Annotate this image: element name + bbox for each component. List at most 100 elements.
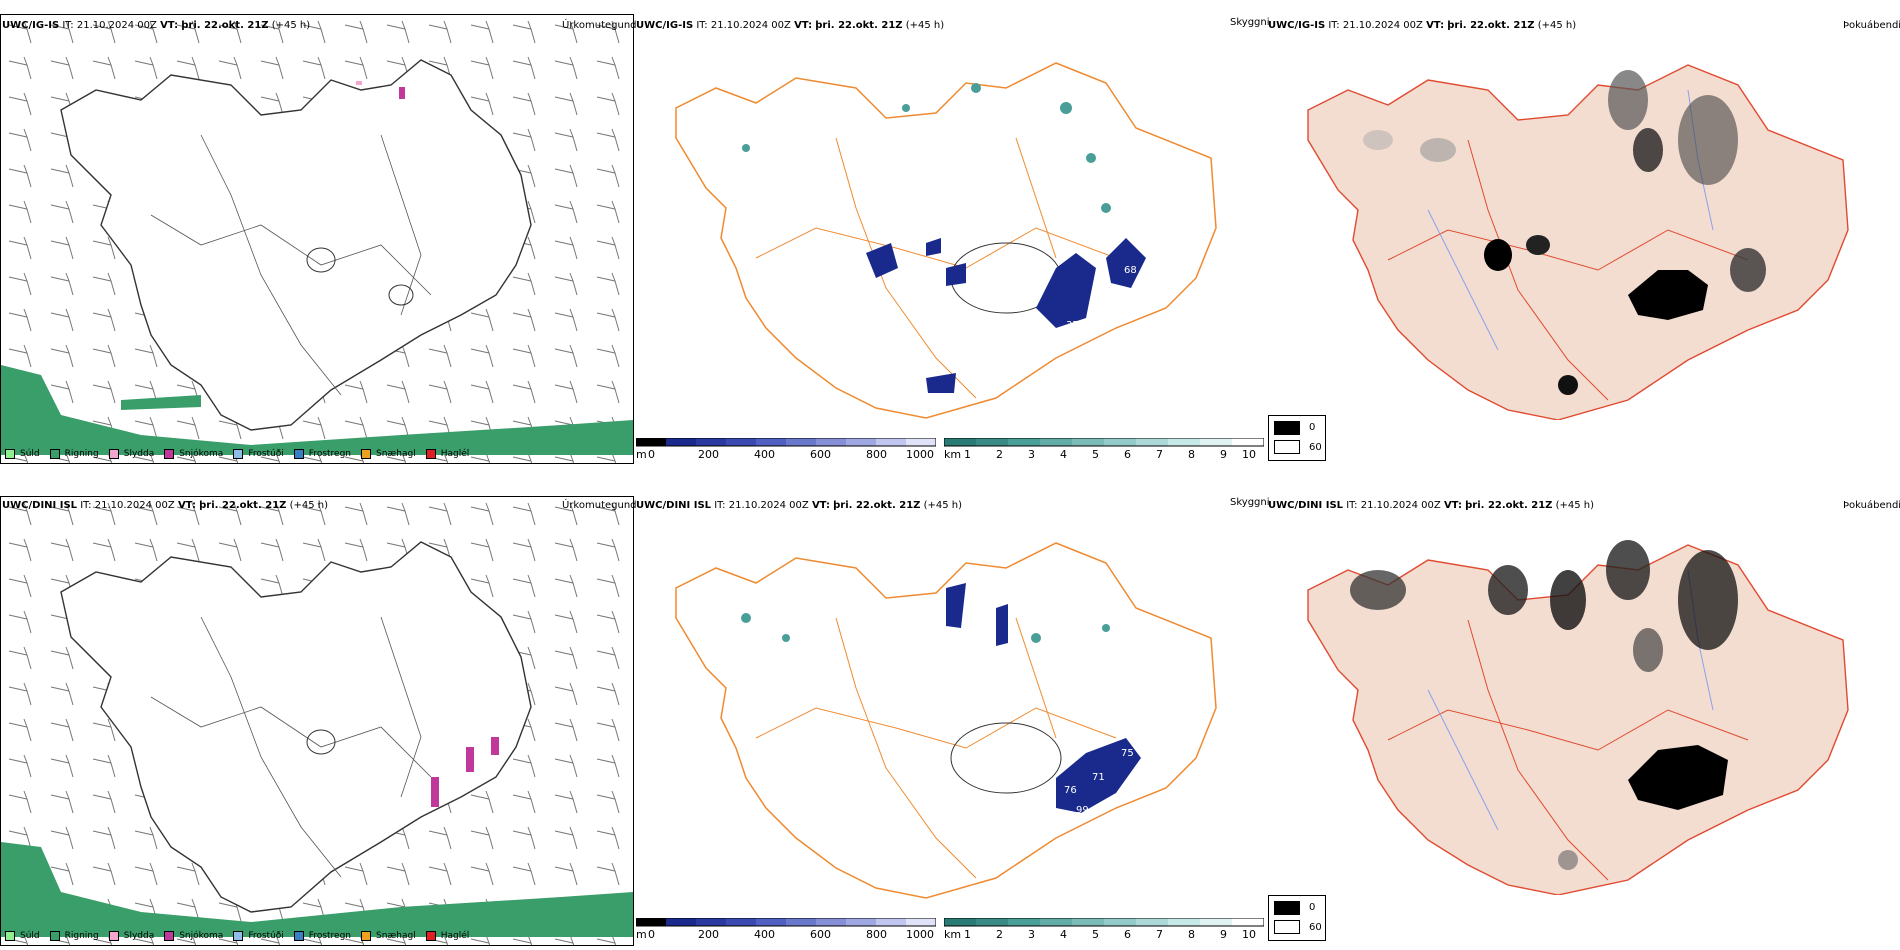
scale-unit: km bbox=[944, 928, 962, 941]
iceland-outline bbox=[60, 541, 532, 913]
precip-type-panel-bottom: Súld Rigning Slydda Snjókoma Frostúði Fr… bbox=[0, 496, 634, 946]
fog-map-top bbox=[1307, 64, 1849, 420]
legend-item: Haglél bbox=[425, 931, 470, 941]
panel-header: UWC/DINI ISL IT: 21.10.2024 00Z VT: þri.… bbox=[1268, 500, 1594, 511]
panel-header: UWC/DINI ISL IT: 21.10.2024 00Z VT: þri.… bbox=[636, 500, 962, 511]
it-label: IT: bbox=[714, 500, 726, 511]
vt-label: VT: bbox=[1426, 20, 1445, 31]
vt-value: þri. 22.okt. 21Z bbox=[1447, 20, 1535, 31]
lead-time: (+45 h) bbox=[923, 500, 963, 511]
it-value: 21.10.2024 00Z bbox=[710, 20, 791, 31]
precip-legend: Súld Rigning Slydda Snjókoma Frostúði Fr… bbox=[5, 449, 469, 459]
it-value: 21.10.2024 00Z bbox=[728, 500, 809, 511]
fog-legend: 0 60 bbox=[1268, 895, 1326, 941]
visibility-scale: km 1 2 3 4 5 6 7 8 9 10 bbox=[944, 918, 1264, 941]
iceland-outline bbox=[60, 59, 532, 431]
legend-label: Frostúði bbox=[248, 931, 284, 941]
legend-label: Snjókoma bbox=[179, 449, 224, 459]
visibility-scale: km 1 2 3 4 5 6 7 8 9 10 bbox=[944, 438, 1264, 461]
panel-header: UWC/IG-IS IT: 21.10.2024 00Z VT: þri. 22… bbox=[2, 20, 310, 31]
fog-label: 0 bbox=[1309, 422, 1316, 433]
legend-swatch bbox=[361, 449, 372, 459]
panel-header: UWC/IG-IS IT: 21.10.2024 00Z VT: þri. 22… bbox=[1268, 20, 1576, 31]
legend-item: Súld bbox=[5, 449, 40, 459]
panel-title: Úrkomutegund bbox=[562, 500, 637, 511]
legend-swatch bbox=[5, 931, 15, 941]
legend-item: Haglél bbox=[425, 449, 469, 459]
iceland-outline bbox=[675, 62, 1217, 419]
legend-swatch bbox=[164, 931, 175, 941]
legend-item: Snjókoma bbox=[164, 449, 223, 459]
it-value: 21.10.2024 00Z bbox=[1360, 500, 1441, 511]
legend-swatch bbox=[425, 931, 436, 941]
legend-item: Frostúði bbox=[233, 931, 284, 941]
legend-label: Rigning bbox=[64, 931, 99, 941]
legend-swatch bbox=[361, 931, 372, 941]
vt-value: þri. 22.okt. 21Z bbox=[1465, 500, 1553, 511]
panel-title: Úrkomutegund bbox=[562, 20, 637, 31]
legend-label: Snæhagl bbox=[376, 931, 416, 941]
legend-label: Slydda bbox=[123, 449, 155, 459]
scale-tick: 6 bbox=[1124, 448, 1131, 461]
legend-label: Haglél bbox=[440, 931, 470, 941]
scale-tick: 6 bbox=[1124, 928, 1131, 941]
legend-item: Rigning bbox=[49, 449, 99, 459]
fog-swatch-white bbox=[1274, 920, 1300, 934]
it-label: IT: bbox=[1328, 20, 1340, 31]
vt-value: þri. 22.okt. 21Z bbox=[199, 500, 287, 511]
legend-item: Snæhagl bbox=[361, 449, 416, 459]
model-name: UWC/IG-IS bbox=[1268, 20, 1326, 31]
scale-tick: 2 bbox=[996, 448, 1003, 461]
legend-item: Snjókoma bbox=[164, 931, 223, 941]
precip-type-panel-top: Súld Rigning Slydda Snjókoma Frostúði Fr… bbox=[0, 14, 634, 464]
panel-title: Þokuábendi bbox=[1843, 500, 1900, 511]
legend-item: Slydda bbox=[108, 931, 155, 941]
vis-label: 71 bbox=[1092, 772, 1105, 783]
fog-index-panel-bottom bbox=[1268, 510, 1900, 895]
legend-item: Frostúði bbox=[233, 449, 284, 459]
legend-label: Slydda bbox=[123, 931, 155, 941]
scale-tick: 2 bbox=[996, 928, 1003, 941]
panel-title: Þokuábendi bbox=[1843, 20, 1900, 31]
vt-value: þri. 22.okt. 21Z bbox=[181, 20, 269, 31]
legend-label: Frostúði bbox=[248, 449, 284, 459]
scale-tick: 400 bbox=[754, 448, 775, 461]
scale-unit: m bbox=[636, 928, 647, 941]
visibility-map-bottom: 75 71 76 99 bbox=[675, 542, 1217, 899]
fog-swatch-black bbox=[1274, 421, 1300, 435]
visibility-colorbar bbox=[944, 438, 1264, 447]
scale-tick: 7 bbox=[1156, 448, 1163, 461]
model-name: UWC/DINI ISL bbox=[1268, 500, 1344, 511]
fog-label: 60 bbox=[1309, 442, 1322, 453]
legend-swatch bbox=[425, 449, 436, 459]
model-name: UWC/IG-IS bbox=[2, 20, 60, 31]
legend-item: Snæhagl bbox=[361, 931, 416, 941]
vt-label: VT: bbox=[160, 20, 179, 31]
legend-label: Rigning bbox=[64, 449, 99, 459]
legend-swatch bbox=[49, 931, 60, 941]
vis-label: 70 bbox=[976, 282, 989, 293]
fog-map-bottom bbox=[1307, 540, 1849, 895]
scale-tick: 400 bbox=[754, 928, 775, 941]
elevation-colorbar bbox=[636, 438, 936, 447]
legend-label: Snjókoma bbox=[179, 931, 224, 941]
scale-tick: 3 bbox=[1028, 448, 1035, 461]
legend-swatch bbox=[233, 449, 244, 459]
lead-time: (+45 h) bbox=[289, 500, 329, 511]
scale-tick: 5 bbox=[1092, 928, 1099, 941]
visibility-panel-bottom: 75 71 76 99 bbox=[636, 508, 1266, 918]
vt-label: VT: bbox=[177, 500, 196, 511]
scale-tick: 1 bbox=[964, 928, 971, 941]
scale-tick: 8 bbox=[1188, 448, 1195, 461]
legend-label: Súld bbox=[20, 449, 40, 459]
scale-tick: 7 bbox=[1156, 928, 1163, 941]
legend-label: Súld bbox=[20, 931, 40, 941]
fog-index-panel-top bbox=[1268, 30, 1900, 420]
legend-swatch bbox=[293, 931, 304, 941]
lead-time: (+45 h) bbox=[271, 20, 311, 31]
fog-swatch-black bbox=[1274, 901, 1300, 915]
scale-tick: 200 bbox=[698, 928, 719, 941]
scale-tick: 600 bbox=[810, 448, 831, 461]
scale-tick: 8 bbox=[1188, 928, 1195, 941]
vis-label: 37 bbox=[1066, 320, 1079, 331]
